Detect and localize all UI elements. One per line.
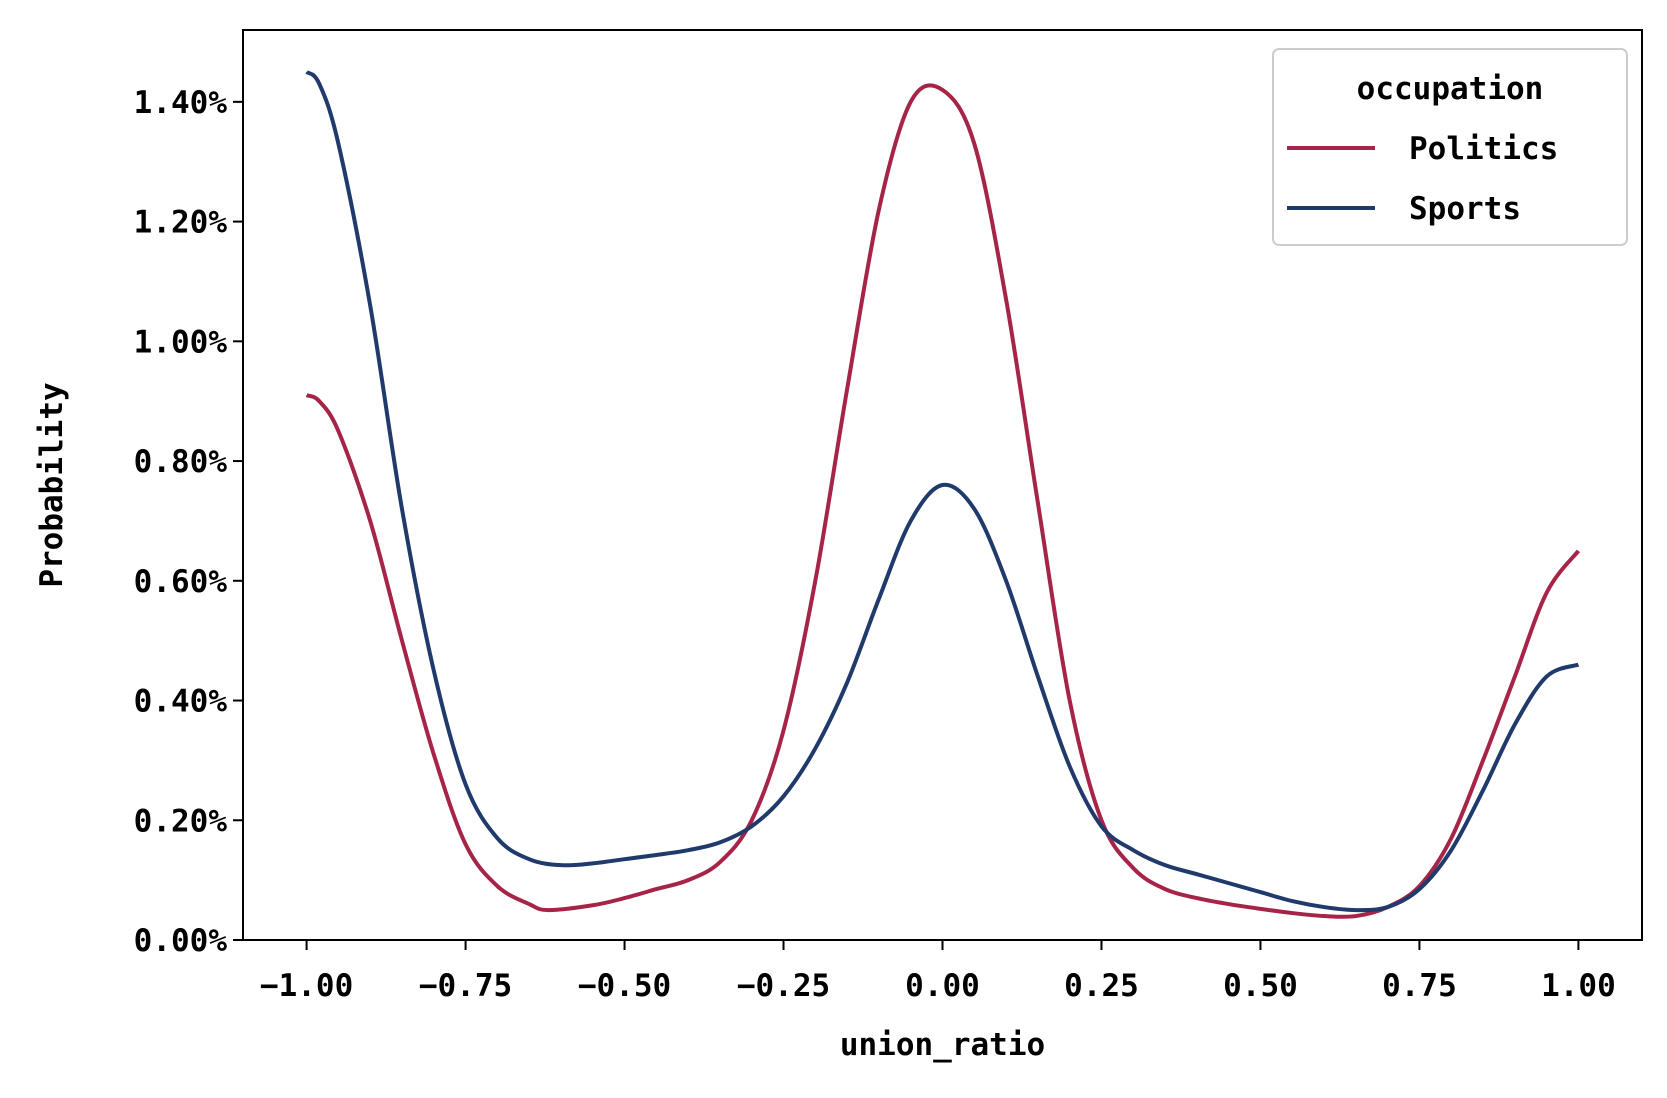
legend-label-sports: Sports [1409,191,1521,227]
legend: occupation Politics Sports [1272,48,1628,246]
y-tick-label: 0.20% [134,803,228,839]
series-layer [305,70,1581,919]
y-tick-label: 1.40% [134,85,228,121]
x-tick-label: 0.25 [1064,968,1139,1004]
y-axis-ticks: 0.00% 0.20% 0.40% 0.60% 0.80% 1.00% 1.20% 1.40% [134,85,243,959]
series-line-sports [305,70,1580,913]
y-tick-label: 0.40% [134,684,228,720]
x-tick-label: −0.25 [737,968,830,1004]
y-tick-label: 0.60% [134,564,228,600]
legend-items: Politics Sports [1287,131,1558,227]
y-tick-label: 0.80% [134,444,228,480]
y-tick-label: 1.00% [134,324,228,360]
x-axis-ticks: −1.00 −0.75 −0.50 −0.25 0.00 0.25 0.50 0.75 1.00 [260,940,1616,1004]
x-axis-label: union_ratio [840,1027,1045,1063]
y-tick-label: 1.20% [134,205,228,241]
x-tick-label: 0.00 [905,968,980,1004]
x-tick-label: −0.75 [419,968,512,1004]
series-line-politics [305,83,1581,919]
legend-title: occupation [1357,71,1544,107]
x-tick-label: 1.00 [1541,968,1616,1004]
legend-label-politics: Politics [1409,131,1558,167]
x-tick-label: 0.50 [1223,968,1298,1004]
y-tick-label: 0.00% [134,923,228,959]
y-axis-label: Probability [34,382,70,587]
x-tick-label: −1.00 [260,968,353,1004]
legend-box [1272,48,1628,246]
x-tick-label: −0.50 [578,968,671,1004]
x-tick-label: 0.75 [1382,968,1457,1004]
